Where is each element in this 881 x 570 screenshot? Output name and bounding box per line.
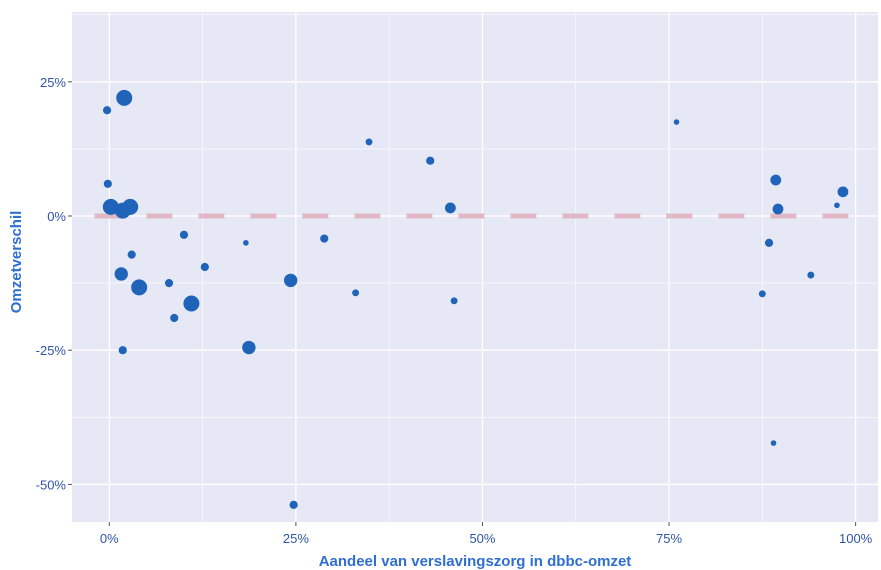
data-point	[834, 202, 840, 209]
data-point	[426, 156, 435, 165]
data-point	[122, 198, 139, 215]
data-point	[837, 186, 849, 198]
data-points	[102, 89, 849, 509]
data-point	[289, 500, 298, 509]
data-point	[320, 234, 329, 243]
plot-panel	[72, 12, 878, 522]
data-point	[183, 295, 200, 312]
data-point	[352, 289, 360, 297]
data-point	[118, 346, 127, 355]
x-tick-label: 0%	[100, 531, 119, 546]
x-axis-title: Aandeel van verslavingszorg in dbbc-omze…	[319, 553, 632, 570]
data-point	[243, 240, 249, 246]
data-point	[179, 230, 189, 239]
data-point	[758, 290, 766, 298]
data-point	[114, 267, 128, 281]
data-point	[242, 340, 256, 355]
data-point	[283, 273, 298, 288]
data-point	[103, 179, 112, 188]
data-point	[772, 203, 784, 215]
data-point	[673, 119, 680, 125]
data-point	[127, 250, 136, 259]
data-point	[200, 262, 209, 272]
data-point	[365, 138, 373, 146]
data-point	[164, 279, 174, 288]
x-tick-label: 75%	[656, 531, 682, 546]
data-point	[116, 89, 133, 106]
minor-gridlines	[72, 12, 878, 522]
y-tick-label: 0%	[47, 209, 66, 224]
data-point	[131, 279, 148, 296]
data-point	[807, 271, 815, 279]
x-tick-label: 25%	[283, 531, 309, 546]
x-tick-label: 50%	[469, 531, 495, 546]
y-tick-label: -50%	[36, 477, 67, 492]
data-point	[450, 297, 458, 305]
data-point	[444, 202, 456, 214]
y-tick-label: -25%	[36, 343, 67, 358]
data-point	[770, 174, 782, 186]
y-axis-title: Omzetverschil	[8, 211, 25, 314]
y-tick-label: 25%	[40, 75, 66, 90]
data-point	[170, 313, 179, 323]
y-axis-ticks: 25% 0% -25% -50%	[36, 75, 72, 492]
data-point	[764, 238, 774, 247]
data-point	[770, 440, 777, 446]
x-tick-label: 100%	[839, 531, 873, 546]
x-axis-ticks: 0% 25% 50% 75% 100%	[100, 522, 873, 546]
data-point	[102, 106, 112, 115]
